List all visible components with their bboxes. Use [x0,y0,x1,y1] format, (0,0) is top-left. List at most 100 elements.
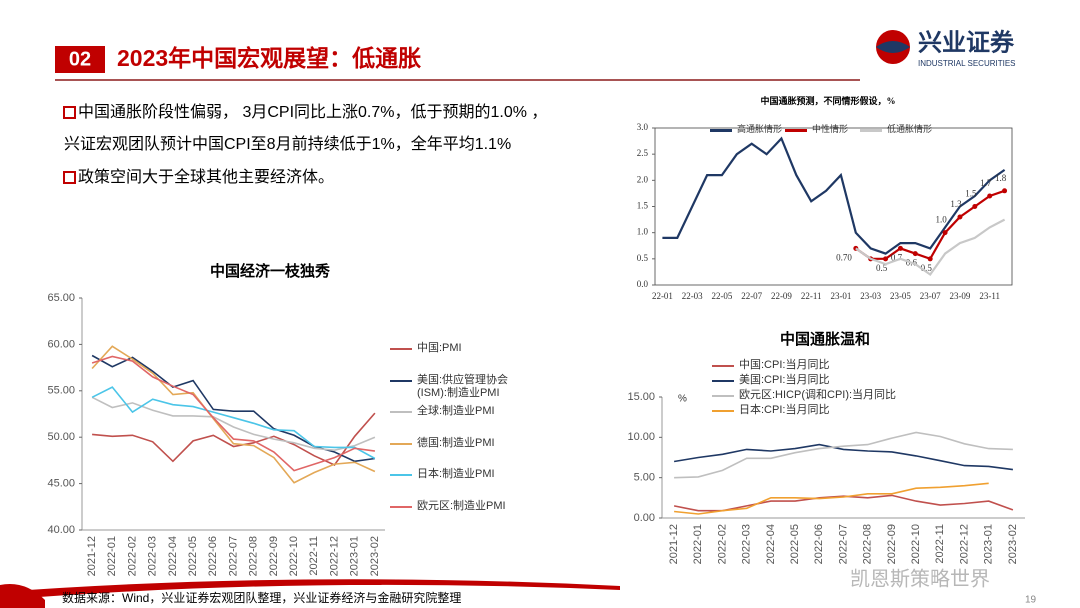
y-tick-label: 2.5 [637,148,649,158]
x-tick-label: 2022-05 [789,524,801,564]
legend-label: 中国:CPI:当月同比 [739,359,830,371]
legend-item: 美国:CPI:当月同比 [712,374,972,387]
x-tick-label: 22-11 [801,291,822,301]
legend-item: 全球:制造业PMI [390,405,535,418]
series-line [92,412,376,467]
x-tick-label: 2022-08 [862,524,874,564]
x-tick-label: 2022-04 [167,536,179,576]
x-tick-label: 23-11 [979,291,1000,301]
legend-item: 德国:制造业PMI [390,437,535,450]
legend-label: 中性情形 [812,124,849,134]
series-line [91,386,376,460]
x-tick-label: 2022-10 [288,536,300,576]
series-line [91,345,376,484]
legend-swatch [712,410,734,412]
x-tick-label: 2022-06 [207,536,219,576]
legend-swatch [390,442,412,445]
x-tick-label: 2023-01 [983,524,995,564]
bullet-marker [63,106,76,119]
legend-swatch [712,380,734,382]
legend-item: 日本:CPI:当月同比 [712,404,972,417]
legend-item: 日本:制造业PMI [390,468,535,481]
x-tick-label: 2022-07 [837,524,849,564]
legend-label: 高通胀情形 [737,124,783,134]
y-tick-label: 5.00 [634,472,655,484]
legend-label: 中国:PMI [417,342,462,354]
data-label: 1.8 [995,173,1007,183]
series-line [662,136,1006,255]
series-line [673,443,1014,471]
series-marker [957,214,963,220]
legend-swatch [390,474,412,476]
legend-item: 欧元区:制造业PMI [390,500,535,513]
bullet-marker [63,171,76,184]
x-tick-label: 2022-07 [227,536,239,576]
x-tick-label: 22-01 [652,291,673,301]
x-tick-label: 2022-10 [910,524,922,564]
watermark: 凯恩斯策略世界 [850,567,990,590]
y-tick-label: 1.5 [637,201,649,211]
section-number: 02 [69,48,91,70]
y-tick-label: 55.00 [47,385,75,397]
x-tick-label: 2022-04 [765,524,777,564]
y-tick-label: 0.0 [637,279,649,289]
x-tick-label: 2022-02 [126,536,138,576]
bullet-text: 中国通胀阶段性偏弱， 3月CPI同比上涨0.7%，低于预期的1.0% ， [78,103,547,121]
data-label: 1.0 [935,215,947,225]
logo-name: 兴业证券 [918,28,1015,56]
x-tick-label: 22-03 [682,291,703,301]
bullet-text: 政策空间大于全球其他主要经济体。 [78,168,334,186]
legend-item: 高通胀情形 [710,123,800,136]
series-marker [883,256,889,262]
series-marker [897,245,903,251]
series-line [91,355,376,472]
legend-swatch [712,395,734,397]
data-label: 0.5 [921,263,933,273]
bullet-text: 兴证宏观团队预计中国CPI至8月前持续低于1%，全年平均1.1% [64,135,511,153]
data-label: 1.3 [950,199,962,209]
legend-item: 中国:PMI [390,342,535,355]
legend-swatch [785,129,807,132]
x-tick-label: 2022-01 [106,536,118,576]
legend-label: 日本:制造业PMI [417,468,495,480]
legend-swatch [390,505,412,508]
legend-swatch [390,379,412,382]
x-tick-label: 23-01 [830,291,851,301]
chart-title: 中国经济一枝独秀 [210,262,331,280]
footer-swoosh [0,579,620,600]
legend-swatch [390,348,412,350]
legend-label: 美国:CPI:当月同比 [739,374,830,386]
series-line [91,396,376,452]
x-tick-label: 22-07 [741,291,762,301]
legend-label: 欧元区:HICP(调和CPI):当月同比 [739,389,897,401]
legend-label: 全球:制造业PMI [417,405,495,417]
x-tick-label: 2022-03 [147,536,159,576]
logo-swirl [876,41,910,53]
series-marker [912,251,918,257]
legend-label: 德国:制造业PMI [417,436,495,449]
legend-swatch [390,411,412,413]
legend-item: 美国:供应管理协会(ISM):制造业PMI [390,374,535,400]
x-tick-label: 2022-09 [268,536,280,576]
page-number: 19 [1025,595,1037,606]
x-tick-label: 23-09 [949,291,970,301]
legend-swatch [860,129,882,132]
data-label: 0.70 [836,252,852,262]
x-tick-label: 2021-12 [668,524,680,564]
legend-label: 美国:供应管理协会(ISM):制造业PMI [417,373,509,399]
legend-item: 欧元区:HICP(调和CPI):当月同比 [712,389,972,402]
x-tick-label: 2022-12 [958,524,970,564]
legend-label: 欧元区:制造业PMI [417,499,506,512]
logo-name-en: INDUSTRIAL SECURITIES [918,59,1016,68]
x-tick-label: 23-07 [920,291,941,301]
y-tick-label: 0.00 [634,512,655,524]
x-tick-label: 22-05 [711,291,732,301]
legend-label: 低通胀情形 [887,124,933,134]
x-tick-label: 2022-02 [716,524,728,564]
y-tick-label: 3.0 [637,122,649,132]
y-tick-label: 45.00 [47,478,75,490]
series-marker [972,204,978,209]
x-tick-label: 23-03 [860,291,881,301]
series-marker [942,230,948,236]
